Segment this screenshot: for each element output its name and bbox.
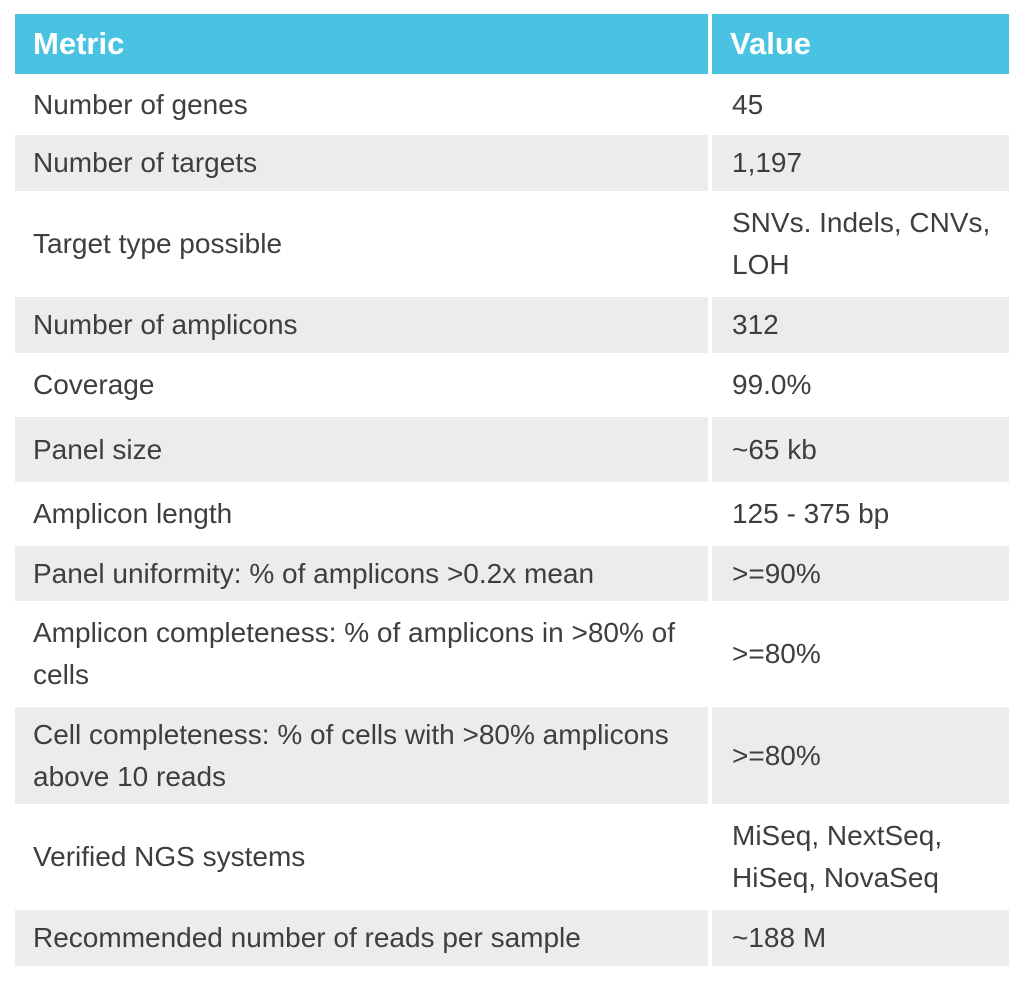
metric-column-header: Metric	[15, 14, 708, 74]
table-row: Cell completeness: % of cells with >80% …	[15, 707, 1009, 804]
value-cell: ~188 M	[708, 910, 1009, 966]
metrics-table: Metric Value Number of genes 45 Number o…	[15, 14, 1009, 966]
value-cell: >=80%	[708, 707, 1009, 804]
value-cell: >=90%	[708, 546, 1009, 601]
table-row: Panel size ~65 kb	[15, 417, 1009, 482]
value-cell: MiSeq, NextSeq, HiSeq, NovaSeq	[708, 804, 1009, 910]
table-row: Panel uniformity: % of amplicons >0.2x m…	[15, 546, 1009, 601]
metric-cell: Coverage	[15, 353, 708, 417]
table-row: Number of targets 1,197	[15, 135, 1009, 191]
metric-cell: Number of amplicons	[15, 297, 708, 353]
value-cell: SNVs. Indels, CNVs, LOH	[708, 191, 1009, 297]
metric-cell: Panel uniformity: % of amplicons >0.2x m…	[15, 546, 708, 601]
value-cell: 125 - 375 bp	[708, 482, 1009, 546]
value-cell: 99.0%	[708, 353, 1009, 417]
value-cell: 1,197	[708, 135, 1009, 191]
table-row: Target type possible SNVs. Indels, CNVs,…	[15, 191, 1009, 297]
metric-cell: Number of targets	[15, 135, 708, 191]
table-row: Amplicon length 125 - 375 bp	[15, 482, 1009, 546]
value-column-header: Value	[708, 14, 1009, 74]
table-row: Number of genes 45	[15, 74, 1009, 135]
value-cell: >=80%	[708, 601, 1009, 707]
metric-cell: Panel size	[15, 417, 708, 482]
table-row: Coverage 99.0%	[15, 353, 1009, 417]
table-header-row: Metric Value	[15, 14, 1009, 74]
metric-cell: Target type possible	[15, 191, 708, 297]
metric-cell: Cell completeness: % of cells with >80% …	[15, 707, 708, 804]
metrics-table-container: Metric Value Number of genes 45 Number o…	[15, 14, 1009, 966]
metric-cell: Number of genes	[15, 74, 708, 135]
metric-cell: Amplicon length	[15, 482, 708, 546]
value-cell: 312	[708, 297, 1009, 353]
value-cell: ~65 kb	[708, 417, 1009, 482]
metric-cell: Recommended number of reads per sample	[15, 910, 708, 966]
table-row: Number of amplicons 312	[15, 297, 1009, 353]
metric-cell: Amplicon completeness: % of amplicons in…	[15, 601, 708, 707]
value-cell: 45	[708, 74, 1009, 135]
metric-cell: Verified NGS systems	[15, 804, 708, 910]
table-row: Amplicon completeness: % of amplicons in…	[15, 601, 1009, 707]
table-row: Verified NGS systems MiSeq, NextSeq, HiS…	[15, 804, 1009, 910]
table-row: Recommended number of reads per sample ~…	[15, 910, 1009, 966]
